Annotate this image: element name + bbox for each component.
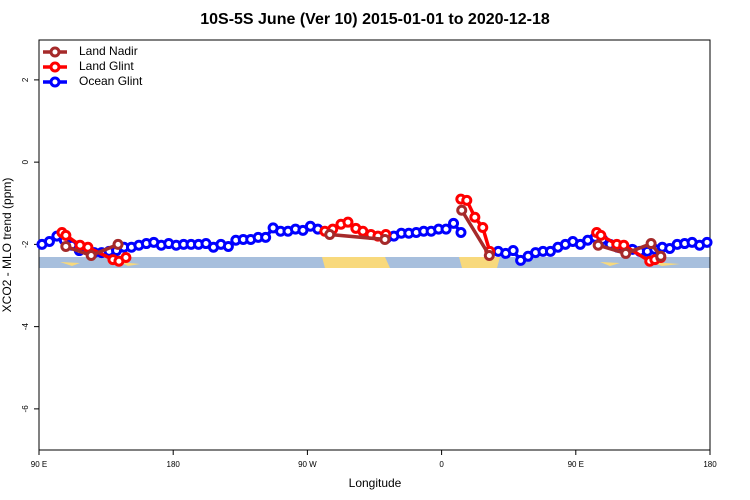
data-point	[477, 222, 489, 234]
x-tick-label: 180	[703, 460, 717, 469]
legend-label: Land Nadir	[79, 44, 138, 58]
x-tick-label: 0	[439, 460, 444, 469]
x-tick-label: 90 E	[568, 460, 584, 469]
data-point	[440, 223, 452, 235]
data-point	[60, 229, 72, 241]
y-axis-label: XCO2 - MLO trend (ppm)	[0, 178, 14, 313]
data-point	[112, 238, 124, 250]
data-point	[448, 217, 460, 229]
data-point	[85, 249, 97, 261]
data-point	[655, 250, 667, 262]
x-tick-label: 180	[167, 460, 181, 469]
data-point	[120, 252, 132, 264]
data-point	[483, 249, 495, 261]
data-point	[455, 226, 467, 238]
data-point	[342, 216, 354, 228]
data-point	[620, 247, 632, 259]
data-point	[461, 194, 473, 206]
data-point	[43, 236, 55, 248]
data-point	[260, 231, 272, 243]
legend-marker	[49, 61, 61, 73]
y-tick-label: 2	[21, 77, 30, 82]
data-point	[701, 236, 713, 248]
y-tick-label: -4	[21, 323, 30, 331]
legend-label: Land Glint	[79, 59, 134, 73]
data-point	[60, 240, 72, 252]
land-strip	[322, 257, 390, 268]
data-point	[324, 229, 336, 241]
y-tick-label: 0	[21, 159, 30, 164]
data-point	[645, 238, 657, 250]
x-axis-label: Longitude	[349, 476, 402, 490]
data-point	[222, 240, 234, 252]
y-tick-label: -6	[21, 405, 30, 413]
data-point	[469, 211, 481, 223]
x-tick-label: 90 E	[31, 460, 47, 469]
data-point	[456, 204, 468, 216]
data-point	[592, 239, 604, 251]
y-tick-label: -2	[21, 240, 30, 248]
x-tick-label: 90 W	[298, 460, 317, 469]
data-point	[595, 229, 607, 241]
land-strip	[459, 257, 500, 268]
data-point	[379, 233, 391, 245]
map-strip	[39, 257, 710, 268]
legend-marker	[49, 76, 61, 88]
legend-marker	[49, 46, 61, 58]
data-point	[507, 245, 519, 257]
chart-title: 10S-5S June (Ver 10) 2015-01-01 to 2020-…	[200, 11, 550, 28]
legend-label: Ocean Glint	[79, 74, 143, 88]
